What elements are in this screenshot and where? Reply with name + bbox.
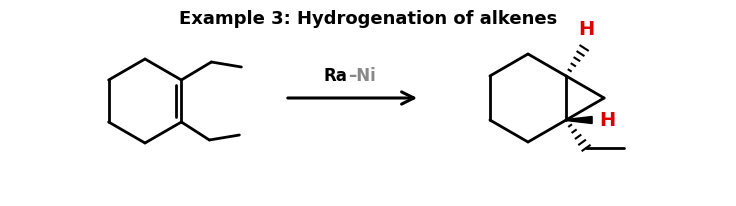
Text: H: H (578, 20, 594, 39)
Polygon shape (566, 117, 592, 124)
Text: Ra: Ra (324, 67, 347, 85)
Text: Example 3: Hydrogenation of alkenes: Example 3: Hydrogenation of alkenes (179, 10, 557, 28)
Text: H: H (599, 110, 615, 130)
Text: –Ni: –Ni (349, 67, 376, 85)
